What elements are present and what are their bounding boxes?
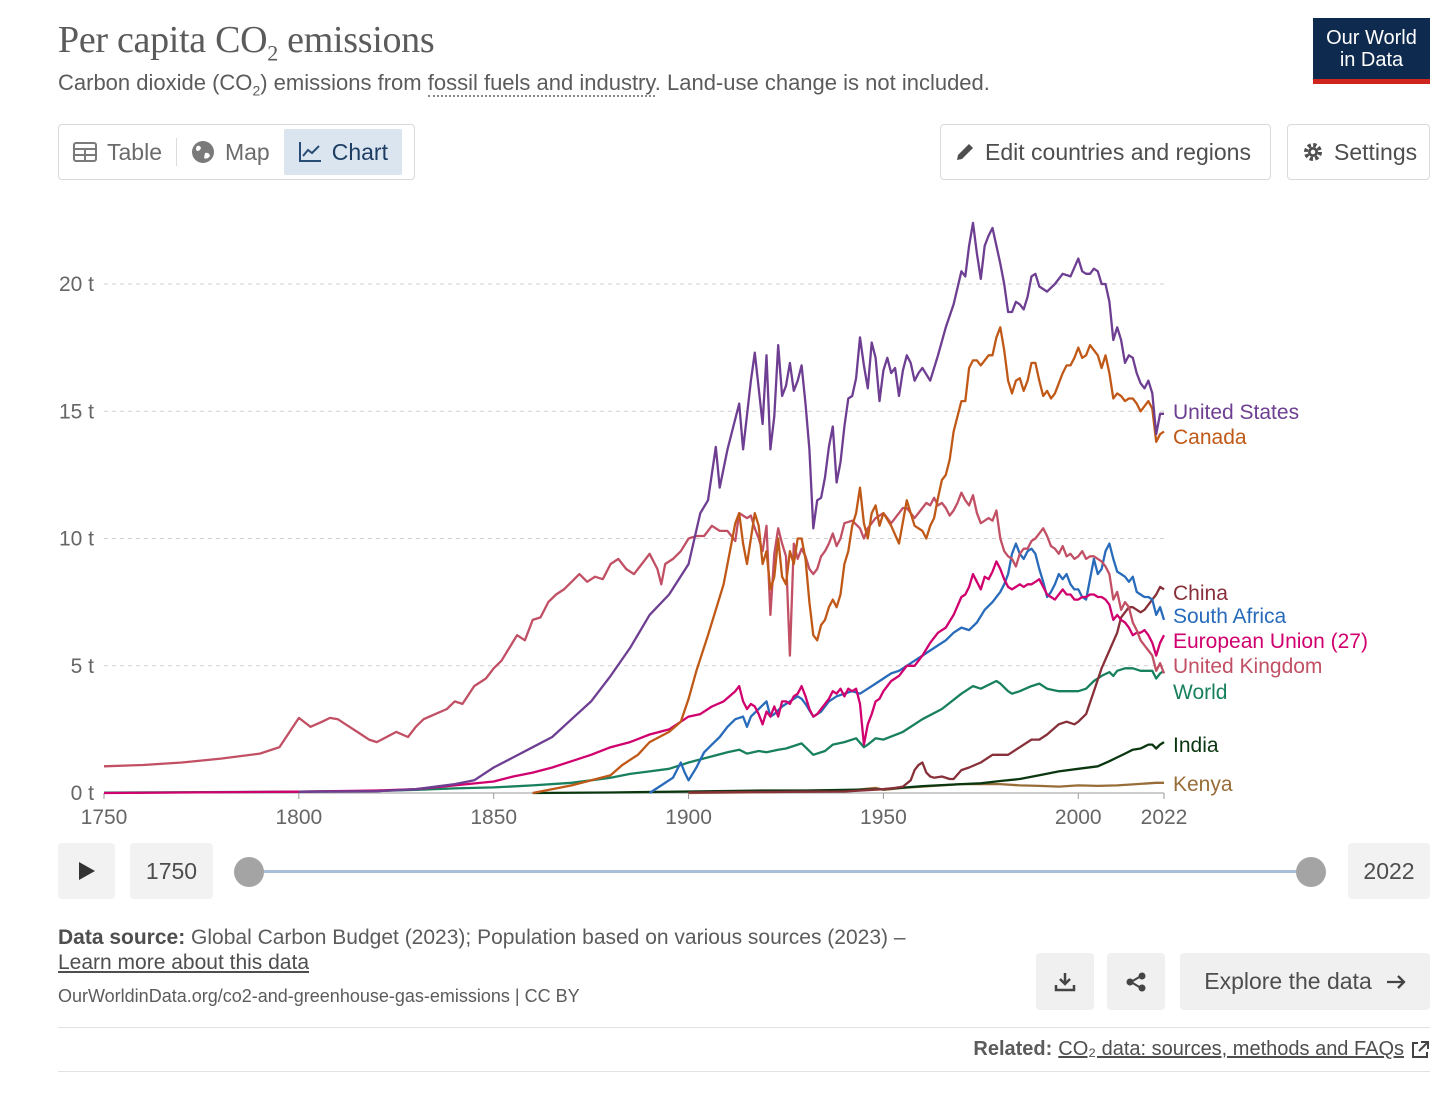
line-chart-icon [298, 142, 321, 162]
series-line-world [103, 667, 1165, 794]
edit-countries-button[interactable]: Edit countries and regions [940, 124, 1271, 180]
tab-chart-label: Chart [331, 138, 388, 165]
timeline-start-handle[interactable] [234, 857, 264, 887]
gear-icon [1304, 143, 1322, 161]
external-link-icon [1412, 1040, 1429, 1058]
series-label-south-africa: South Africa [1173, 605, 1287, 628]
y-tick-label: 0 t [71, 782, 95, 805]
learn-more-link[interactable]: Learn more about this data [58, 951, 309, 974]
series-label-india: India [1173, 734, 1219, 757]
source-url: OurWorldinData.org/co2-and-greenhouse-ga… [58, 986, 580, 1006]
series-line-canada [532, 326, 1165, 795]
download-button[interactable] [1036, 953, 1094, 1010]
related-link[interactable]: CO₂ data: sources, methods and FAQs [1058, 1038, 1404, 1060]
page-subtitle: Carbon dioxide (CO2) emissions from foss… [58, 70, 990, 99]
series-line-united-kingdom [103, 491, 1166, 768]
play-icon [78, 862, 95, 880]
series-label-kenya: Kenya [1173, 773, 1233, 796]
series-label-european-union-27: European Union (27) [1173, 630, 1368, 653]
owid-logo[interactable]: Our World in Data [1313, 18, 1430, 84]
y-tick-label: 20 t [59, 273, 94, 296]
tab-map[interactable]: Map [177, 125, 284, 179]
y-tick-label: 15 t [59, 400, 94, 423]
table-icon [73, 142, 97, 162]
line-chart: 0 t 5 t 10 t 15 t 20 t 1750 1800 1850 1900 1950 20… [59, 221, 1368, 829]
end-year-field[interactable]: 2022 [1348, 843, 1430, 899]
arrow-right-icon [1386, 974, 1406, 989]
share-icon [1126, 972, 1146, 991]
timeline-end-handle[interactable] [1296, 857, 1326, 887]
x-tick-label: 2022 [1141, 806, 1188, 829]
x-tick-label: 1850 [470, 806, 517, 829]
series-label-united-states: United States [1173, 401, 1299, 424]
series-line-european-union-27 [103, 560, 1166, 795]
tab-divider [175, 138, 177, 166]
x-tick-label: 1750 [81, 806, 128, 829]
series-label-china: China [1173, 582, 1228, 605]
tab-table[interactable]: Table [59, 125, 176, 179]
x-tick-label: 1900 [665, 806, 712, 829]
start-year-field[interactable]: 1750 [130, 843, 213, 899]
x-tick-label: 1950 [860, 806, 907, 829]
view-tabs: Table Map Chart [58, 124, 415, 180]
series-label-world: World [1173, 681, 1227, 704]
explore-data-button[interactable]: Explore the data [1180, 953, 1430, 1010]
timeline-track[interactable] [249, 870, 1311, 873]
x-tick-label: 2000 [1055, 806, 1102, 829]
settings-button[interactable]: Settings [1287, 124, 1430, 180]
series-label-canada: Canada [1173, 426, 1247, 449]
fossil-fuels-link[interactable]: fossil fuels and industry [427, 70, 655, 97]
tab-chart[interactable]: Chart [283, 129, 402, 175]
pencil-icon [957, 144, 973, 160]
globe-icon [191, 141, 214, 163]
tab-table-label: Table [107, 138, 162, 165]
divider [58, 1027, 1430, 1028]
series-label-united-kingdom: United Kingdom [1173, 655, 1322, 678]
download-icon [1054, 972, 1076, 991]
series-line-china [688, 585, 1165, 794]
series-line-south-africa [648, 542, 1166, 794]
y-tick-label: 10 t [59, 528, 94, 551]
series-line-united-states [298, 221, 1164, 793]
page-title: Per capita CO2 emissions [58, 19, 435, 66]
share-button[interactable] [1107, 953, 1165, 1010]
related-link-row: Related: CO₂ data: sources, methods and … [973, 1038, 1430, 1061]
divider-bottom [58, 1071, 1430, 1072]
y-tick-label: 5 t [71, 655, 95, 678]
x-tick-label: 1800 [275, 806, 322, 829]
data-source: Data source: Global Carbon Budget (2023)… [58, 926, 906, 949]
tab-map-label: Map [224, 138, 270, 165]
series-line-india [532, 741, 1165, 795]
play-button[interactable] [58, 843, 115, 899]
